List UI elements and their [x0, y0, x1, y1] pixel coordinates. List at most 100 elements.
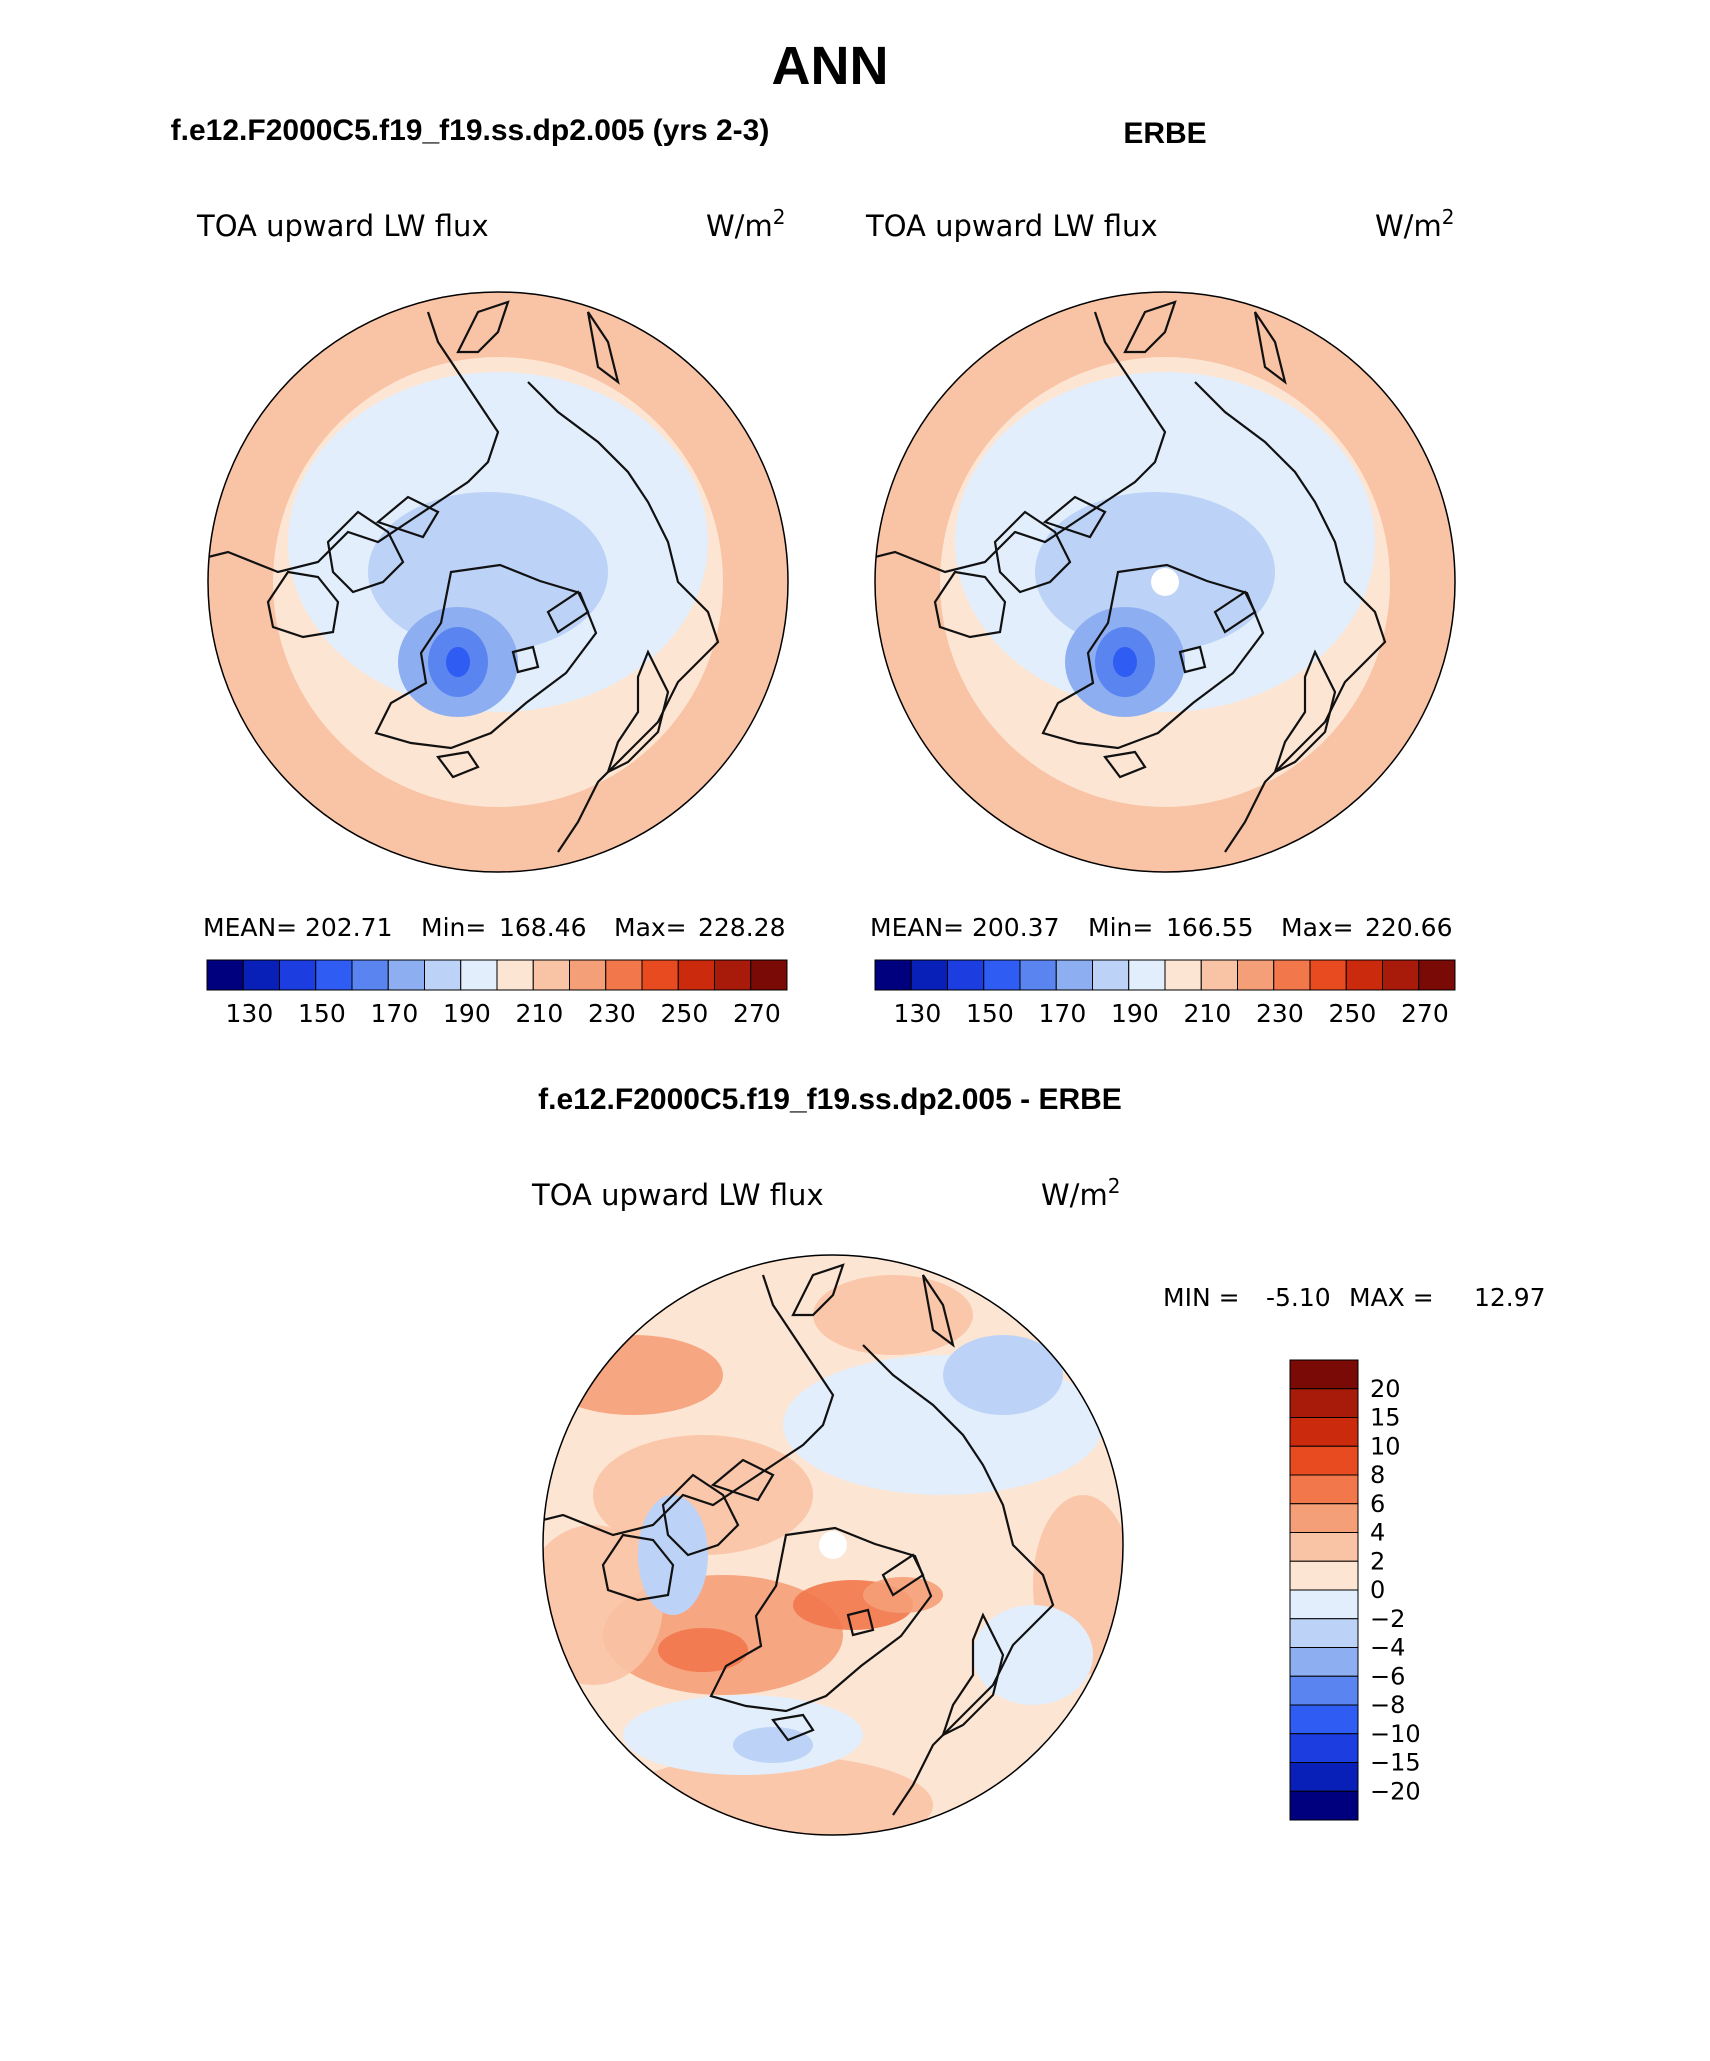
colorbar-swatch: [1092, 959, 1130, 991]
cool-anomaly-contour: [733, 1727, 813, 1763]
colorbar-tick-label: 4: [1370, 1519, 1385, 1547]
coast-archipelago: [993, 495, 1107, 594]
colorbar-swatch: [1289, 1359, 1359, 1390]
colorbar-tick-label: −20: [1370, 1777, 1421, 1805]
map-boundary: [207, 291, 789, 873]
colorbar-swatch: [1289, 1532, 1359, 1562]
panel-model-stats: MEAN= 202.71 Min= 168.46 Max= 228.28: [203, 913, 785, 942]
coast-scandinavia: [1273, 649, 1337, 775]
panel-model-mean: 202.71: [305, 913, 392, 942]
coast-svalbard: [511, 645, 540, 674]
colorbar-swatch: [1345, 959, 1383, 991]
panel-obs-max-label: Max=: [1281, 913, 1354, 942]
colorbar-swatch: [1055, 959, 1093, 991]
difference-max: 12.97: [1474, 1283, 1546, 1312]
colorbar-swatch: [1289, 1618, 1359, 1648]
coast-novaya-zemlya: [881, 1553, 925, 1597]
panel-difference: f.e12.F2000C5.f19_f19.ss.dp2.005 - ERBE …: [531, 1083, 1546, 1836]
colorbar-tick-label: 270: [733, 999, 781, 1028]
colorbar-swatch: [641, 959, 679, 991]
colorbar-swatch: [1289, 1790, 1359, 1821]
colorbar-swatch: [279, 959, 317, 991]
polar-map-model: [207, 291, 789, 873]
colorbar-tick-label: 170: [1039, 999, 1087, 1028]
coast-eurasia: [862, 1344, 1055, 1816]
coast-alaska: [791, 1263, 845, 1317]
colorbar-tick-label: 10: [1370, 1432, 1401, 1460]
colorbar-swatch: [1164, 959, 1202, 991]
colorbar-obs: 130 150 170 190 210 230 250 270: [874, 959, 1456, 1028]
cool-anomaly-contour: [943, 1335, 1063, 1415]
page-title: ANN: [772, 36, 889, 96]
difference-variable: TOA upward LW flux: [531, 1178, 824, 1212]
contour-minimum: [1113, 647, 1137, 677]
colorbar-swatch: [1289, 1733, 1359, 1763]
colorbar-tick-label: 230: [588, 999, 636, 1028]
difference-title: f.e12.F2000C5.f19_f19.ss.dp2.005 - ERBE: [538, 1083, 1122, 1116]
colorbar-swatch: [1237, 959, 1275, 991]
polar-map-difference: [542, 1254, 1124, 1836]
colorbar-swatch: [1289, 1762, 1359, 1792]
colorbar-tick-label: 170: [371, 999, 419, 1028]
colorbar-tick-label: −2: [1370, 1605, 1405, 1633]
panel-model-mean-label: MEAN=: [203, 913, 297, 942]
panel-model-max-label: Max=: [614, 913, 687, 942]
colorbar-swatch: [387, 959, 425, 991]
coast-novaya-zemlya: [1213, 590, 1257, 634]
colorbar-swatch: [1289, 1589, 1359, 1620]
colorbar-swatch: [750, 959, 788, 991]
panel-obs-units: W/m2: [1375, 205, 1454, 243]
colorbar-swatch: [1289, 1560, 1359, 1591]
colorbar-tick-label: 210: [516, 999, 564, 1028]
coast-scandinavia: [606, 649, 670, 775]
pole-hole: [819, 1531, 847, 1559]
map-field: [208, 292, 788, 872]
colorbar-tick-label: 270: [1401, 999, 1449, 1028]
coast-eurasia: [1194, 381, 1387, 853]
panel-obs-variable: TOA upward LW flux: [865, 209, 1158, 243]
map-boundary: [874, 291, 1456, 873]
colorbar-tick-label: −10: [1370, 1720, 1421, 1748]
colorbar-swatch: [1289, 1704, 1359, 1735]
panel-model: f.e12.F2000C5.f19_f19.ss.dp2.005 (yrs 2-…: [171, 114, 789, 1028]
colorbar-tick-label: 0: [1370, 1576, 1385, 1604]
coast-iceland: [436, 750, 480, 779]
colorbar-tick-label: −15: [1370, 1749, 1421, 1777]
panel-obs-max: 220.66: [1365, 913, 1452, 942]
coast-alaska: [456, 300, 510, 354]
colorbar-swatch: [677, 959, 715, 991]
colorbar-tick-label: 190: [443, 999, 491, 1028]
colorbar-tick-label: −8: [1370, 1691, 1405, 1719]
coast-alaska: [1123, 300, 1177, 354]
colorbar-swatch: [1289, 1417, 1359, 1447]
colorbar-swatch: [874, 959, 912, 991]
panel-model-min-label: Min=: [421, 913, 486, 942]
panel-obs-mean-label: MEAN=: [870, 913, 964, 942]
cool-anomaly-contour: [973, 1605, 1093, 1705]
coast-archipelago: [326, 495, 440, 594]
warm-anomaly-contour: [658, 1628, 748, 1672]
colorbar-tick-label: 8: [1370, 1461, 1385, 1489]
colorbar-swatch: [1289, 1474, 1359, 1505]
coast-hudson-bay: [601, 1533, 675, 1602]
difference-units: W/m2: [1041, 1174, 1120, 1212]
colorbar-swatch: [947, 959, 985, 991]
difference-minmax: MIN = -5.10 MAX = 12.97: [1163, 1283, 1546, 1312]
colorbar-tick-label: −4: [1370, 1634, 1405, 1662]
colorbar-swatch: [242, 959, 280, 991]
colorbar-swatch: [1128, 959, 1166, 991]
coast-north-america: [208, 311, 500, 574]
coast-greenland: [374, 563, 598, 750]
colorbar-swatch: [1289, 1647, 1359, 1677]
colorbar-swatch: [206, 959, 244, 991]
colorbar-swatch: [496, 959, 534, 991]
difference-min: -5.10: [1266, 1283, 1331, 1312]
colorbar-tick-label: 230: [1256, 999, 1304, 1028]
coast-iceland: [771, 1713, 815, 1742]
colorbar-swatch: [424, 959, 462, 991]
difference-min-label: MIN =: [1163, 1283, 1240, 1312]
panel-obs-case-title: ERBE: [1123, 117, 1206, 150]
coast-north-america: [875, 311, 1167, 574]
